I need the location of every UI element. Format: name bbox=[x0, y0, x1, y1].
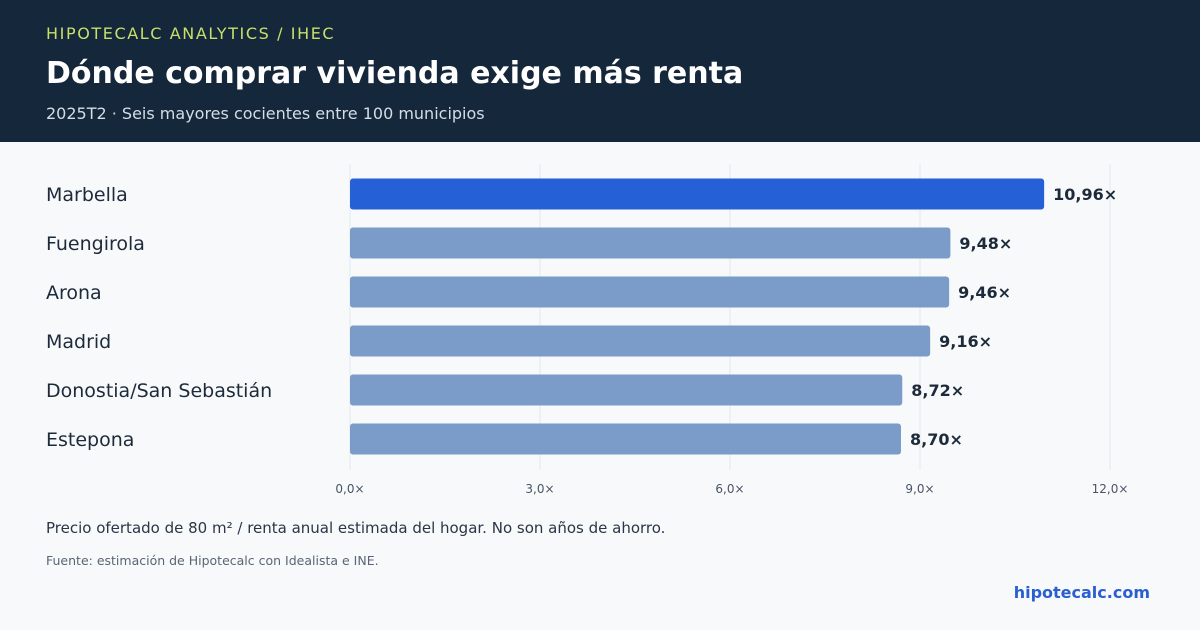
source-note: Fuente: estimación de Hipotecalc con Ide… bbox=[46, 553, 379, 568]
brand-link[interactable]: hipotecalc.com bbox=[1013, 583, 1150, 602]
category-label: Madrid bbox=[46, 331, 111, 353]
category-label: Arona bbox=[46, 282, 102, 304]
header: HIPOTECALC ANALYTICS / IHEC Dónde compra… bbox=[0, 0, 1200, 142]
bar bbox=[350, 423, 901, 455]
x-tick-label: 0,0× bbox=[335, 482, 364, 496]
x-tick-label: 9,0× bbox=[905, 482, 934, 496]
bar-chart: Marbella 10,96× Fuengirola 9,48× Arona 9,46× M… bbox=[46, 164, 1128, 496]
bar bbox=[350, 178, 1045, 210]
bar bbox=[350, 374, 903, 406]
category-label: Estepona bbox=[46, 429, 134, 451]
category-label: Fuengirola bbox=[46, 233, 145, 255]
chart-subtitle: 2025T2 · Seis mayores cocientes entre 10… bbox=[46, 104, 485, 123]
grid-lines bbox=[349, 164, 1111, 470]
category-label: Marbella bbox=[46, 184, 128, 206]
value-label: 9,16× bbox=[939, 332, 992, 351]
footnote: Precio ofertado de 80 m² / renta anual e… bbox=[46, 519, 666, 537]
x-tick-label: 3,0× bbox=[525, 482, 554, 496]
bar bbox=[350, 227, 951, 259]
value-label: 9,46× bbox=[958, 283, 1011, 302]
chart-title: Dónde comprar vivienda exige más renta bbox=[46, 56, 744, 91]
x-axis-ticks: 0,0× 3,0× 6,0× 9,0× 12,0× bbox=[335, 482, 1128, 496]
value-label: 8,70× bbox=[910, 430, 963, 449]
bar bbox=[350, 276, 950, 308]
bars: Marbella 10,96× Fuengirola 9,48× Arona 9,46× M… bbox=[46, 178, 1117, 455]
value-label: 9,48× bbox=[959, 234, 1012, 253]
value-label: 10,96× bbox=[1053, 185, 1117, 204]
category-label: Donostia/San Sebastián bbox=[46, 380, 272, 402]
bar bbox=[350, 325, 931, 357]
kicker: HIPOTECALC ANALYTICS / IHEC bbox=[46, 24, 336, 43]
x-tick-label: 12,0× bbox=[1092, 482, 1129, 496]
value-label: 8,72× bbox=[911, 381, 964, 400]
x-tick-label: 6,0× bbox=[715, 482, 744, 496]
